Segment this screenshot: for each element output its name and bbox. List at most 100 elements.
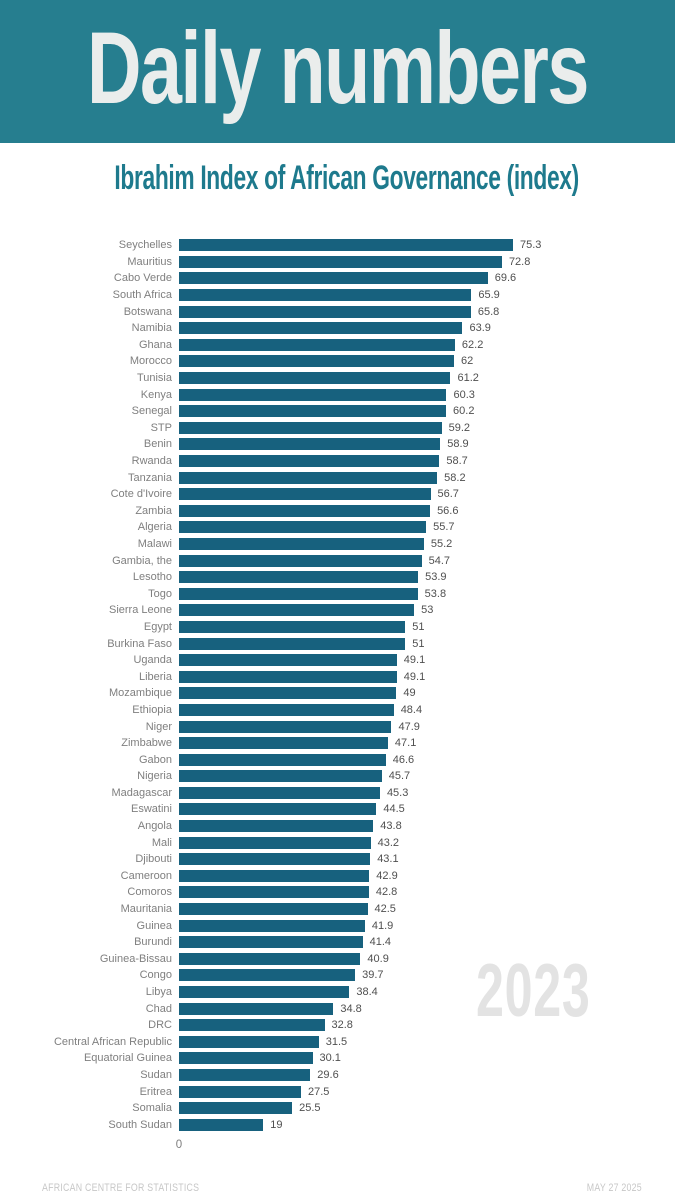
chart-row: Djibouti 43.1 (0, 851, 675, 868)
chart-row: Sudan 29.6 (0, 1067, 675, 1084)
bar-chart: Seychelles 75.3 Mauritius 72.8 Cabo Verde 69.… (0, 237, 675, 1133)
chart-row: Gambia, the 54.7 (0, 552, 675, 569)
chart-row: Mauritania 42.5 (0, 901, 675, 918)
header-banner: Daily numbers (0, 0, 675, 143)
bar (179, 886, 369, 899)
bar (179, 687, 397, 700)
value-label: 49.1 (403, 654, 426, 667)
value-label: 58.9 (447, 438, 469, 451)
bar (179, 289, 472, 302)
country-label: Senegal (131, 405, 172, 418)
country-label: Chad (145, 1002, 172, 1015)
value-label: 43.2 (377, 836, 400, 849)
chart-row: Morocco 62 (0, 353, 675, 370)
bar (179, 421, 442, 434)
country-label: Ethiopia (132, 703, 172, 716)
bar (179, 388, 447, 401)
value-label: 54.7 (428, 554, 451, 567)
country-label: Rwanda (131, 455, 172, 468)
country-label: Sudan (140, 1068, 172, 1081)
chart-row: Botswana 65.8 (0, 303, 675, 320)
country-label: Burundi (134, 936, 172, 949)
chart-row: Rwanda 58.7 (0, 453, 675, 470)
bar (179, 355, 455, 368)
year-watermark: 2023 (476, 948, 591, 1032)
value-label: 69.6 (494, 272, 517, 285)
country-label: South Sudan (108, 1118, 172, 1131)
value-label: 19 (270, 1118, 283, 1131)
country-label: Botswana (123, 305, 172, 318)
country-label: Libya (145, 986, 172, 999)
chart-row: Niger 47.9 (0, 718, 675, 735)
bar (179, 803, 377, 816)
value-label: 45.7 (388, 770, 411, 783)
country-label: Cameroon (120, 869, 172, 882)
country-label: Burkina Faso (107, 637, 172, 650)
value-label: 44.5 (383, 803, 405, 816)
bar (179, 1035, 319, 1048)
chart-title: Ibrahim Index of African Governance (ind… (114, 159, 579, 197)
chart-row: Namibia 63.9 (0, 320, 675, 337)
country-label: Liberia (138, 670, 172, 683)
chart-row: Gabon 46.6 (0, 751, 675, 768)
bar (179, 1052, 313, 1065)
value-label: 55.7 (433, 521, 455, 534)
value-label: 29.6 (317, 1068, 339, 1081)
bar (179, 869, 370, 882)
chart-row: Liberia 49.1 (0, 668, 675, 685)
value-label: 60.3 (453, 388, 475, 401)
country-label: Guinea (136, 919, 172, 932)
chart-row: Central African Republic 31.5 (0, 1034, 675, 1051)
value-label: 53 (421, 604, 434, 617)
bar (179, 305, 471, 318)
bar (179, 255, 502, 268)
country-label: Gabon (138, 753, 172, 766)
chart-row: Cabo Verde 69.6 (0, 270, 675, 287)
footer-date: MAY 27 2025 (586, 1182, 642, 1194)
bar (179, 836, 371, 849)
value-label: 40.9 (367, 952, 389, 965)
value-label: 55.2 (430, 537, 453, 550)
country-label: Namibia (131, 322, 172, 335)
value-label: 42.5 (374, 903, 396, 916)
bar (179, 703, 394, 716)
country-label: Morocco (129, 355, 172, 368)
chart-row: Guinea-Bissau 40.9 (0, 951, 675, 968)
country-label: Eswatini (131, 803, 172, 816)
bar (179, 488, 431, 501)
bar (179, 820, 374, 833)
value-label: 75.3 (520, 239, 542, 252)
bar (179, 521, 427, 534)
value-label: 43.1 (377, 853, 399, 866)
country-label: Guinea-Bissau (99, 952, 172, 965)
chart-row: Congo 39.7 (0, 967, 675, 984)
chart-row: Ethiopia 48.4 (0, 702, 675, 719)
chart-row: Eswatini 44.5 (0, 801, 675, 818)
chart-row: Senegal 60.2 (0, 403, 675, 420)
chart-row: Zimbabwe 47.1 (0, 735, 675, 752)
value-label: 47.9 (398, 720, 420, 733)
country-label: Uganda (133, 654, 172, 667)
chart-row: Togo 53.8 (0, 585, 675, 602)
country-label: Gambia, the (112, 554, 172, 567)
chart-row: Egypt 51 (0, 619, 675, 636)
value-label: 42.8 (375, 886, 398, 899)
value-label: 65.9 (478, 289, 500, 302)
bar (179, 504, 431, 517)
bar (179, 903, 368, 916)
value-label: 31.5 (325, 1035, 348, 1048)
footer-source: AFRICAN CENTRE FOR STATISTICS (42, 1182, 200, 1194)
bar (179, 919, 365, 932)
value-label: 42.9 (376, 869, 398, 882)
country-label: Zimbabwe (121, 737, 172, 750)
country-label: Mali (151, 836, 172, 849)
country-label: Djibouti (135, 853, 172, 866)
value-label: 65.8 (477, 305, 500, 318)
country-label: Seychelles (118, 239, 172, 252)
chart-row: Ghana 62.2 (0, 337, 675, 354)
chart-row: Sierra Leone 53 (0, 602, 675, 619)
chart-row: Mozambique 49 (0, 685, 675, 702)
country-label: Malawi (137, 537, 172, 550)
chart-row: DRC 32.8 (0, 1017, 675, 1034)
bar (179, 604, 415, 617)
